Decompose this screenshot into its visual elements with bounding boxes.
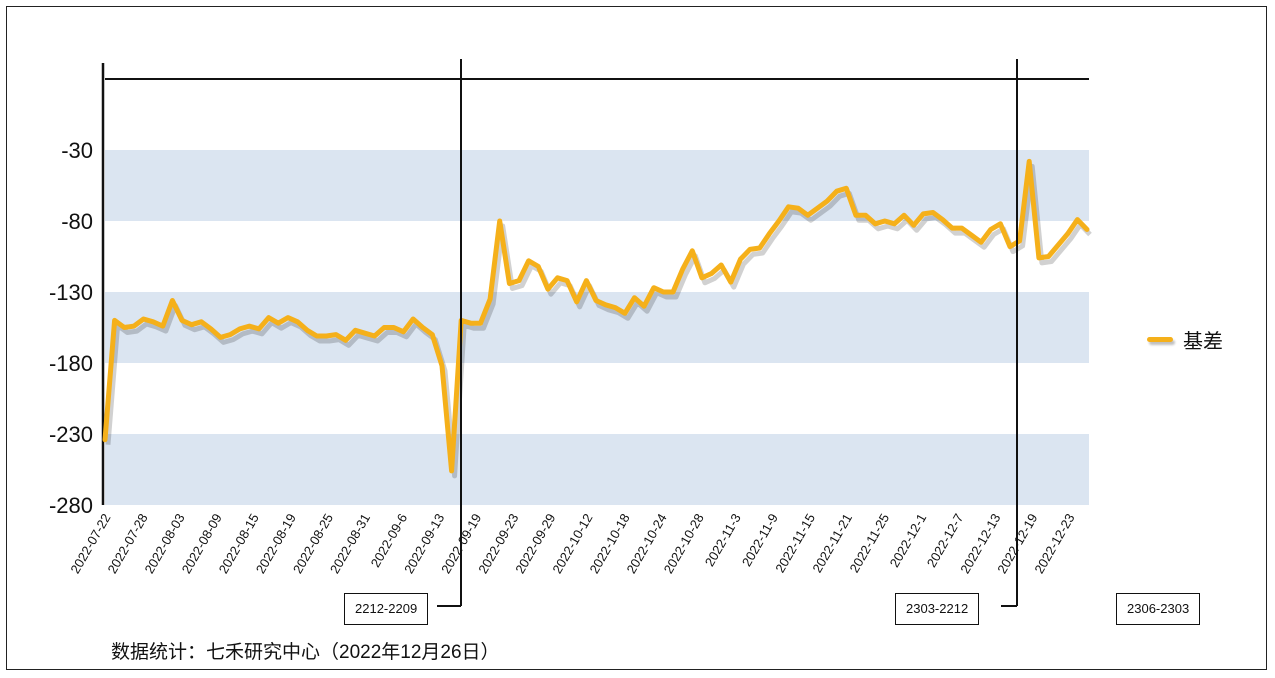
legend-swatch [1147, 337, 1173, 342]
x-tick-label: 2022-11-3 [702, 511, 744, 569]
y-tick-label: -280 [49, 493, 93, 518]
x-tick-label: 2022-12-1 [887, 511, 930, 570]
background-bands [105, 150, 1089, 505]
band-0 [105, 150, 1089, 221]
marker-label-2212-2209: 2212-2209 [344, 593, 429, 625]
y-tick-label: -230 [49, 422, 93, 447]
y-tick-label: -30 [61, 138, 93, 163]
x-axis-ticks: 2022-07-222022-07-282022-08-032022-08-09… [67, 511, 1077, 576]
source-footnote: 数据统计：七禾研究中心（2022年12月26日） [111, 642, 500, 663]
marker-label-2306-2303: 2306-2303 [1116, 593, 1201, 625]
series-line-0 [102, 158, 1090, 474]
band-1 [105, 292, 1089, 363]
x-tick-label: 2022-11-9 [739, 511, 781, 569]
marker-label-2303-2212: 2303-2212 [895, 593, 980, 625]
x-tick-label: 2022-09-6 [368, 511, 411, 570]
chart: -30 -80 -130 -180 -230 -280 2022-07-222022-07… [49, 59, 1092, 607]
y-tick-label: -180 [49, 351, 93, 376]
chart-frame: -30 -80 -130 -180 -230 -280 2022-07-22 2022-07… [6, 6, 1267, 670]
legend-label: 基差 [1183, 331, 1223, 353]
band-2 [105, 434, 1089, 505]
y-tick-label: -80 [61, 209, 93, 234]
x-tick-label: 2022-12-7 [924, 511, 967, 570]
legend: 基差 [1147, 325, 1223, 354]
y-tick-label: -130 [49, 280, 93, 305]
y-axis-ticks: -30 -80 -130 -180 -230 -280 [49, 138, 93, 518]
series-shadow-0 [105, 163, 1092, 479]
